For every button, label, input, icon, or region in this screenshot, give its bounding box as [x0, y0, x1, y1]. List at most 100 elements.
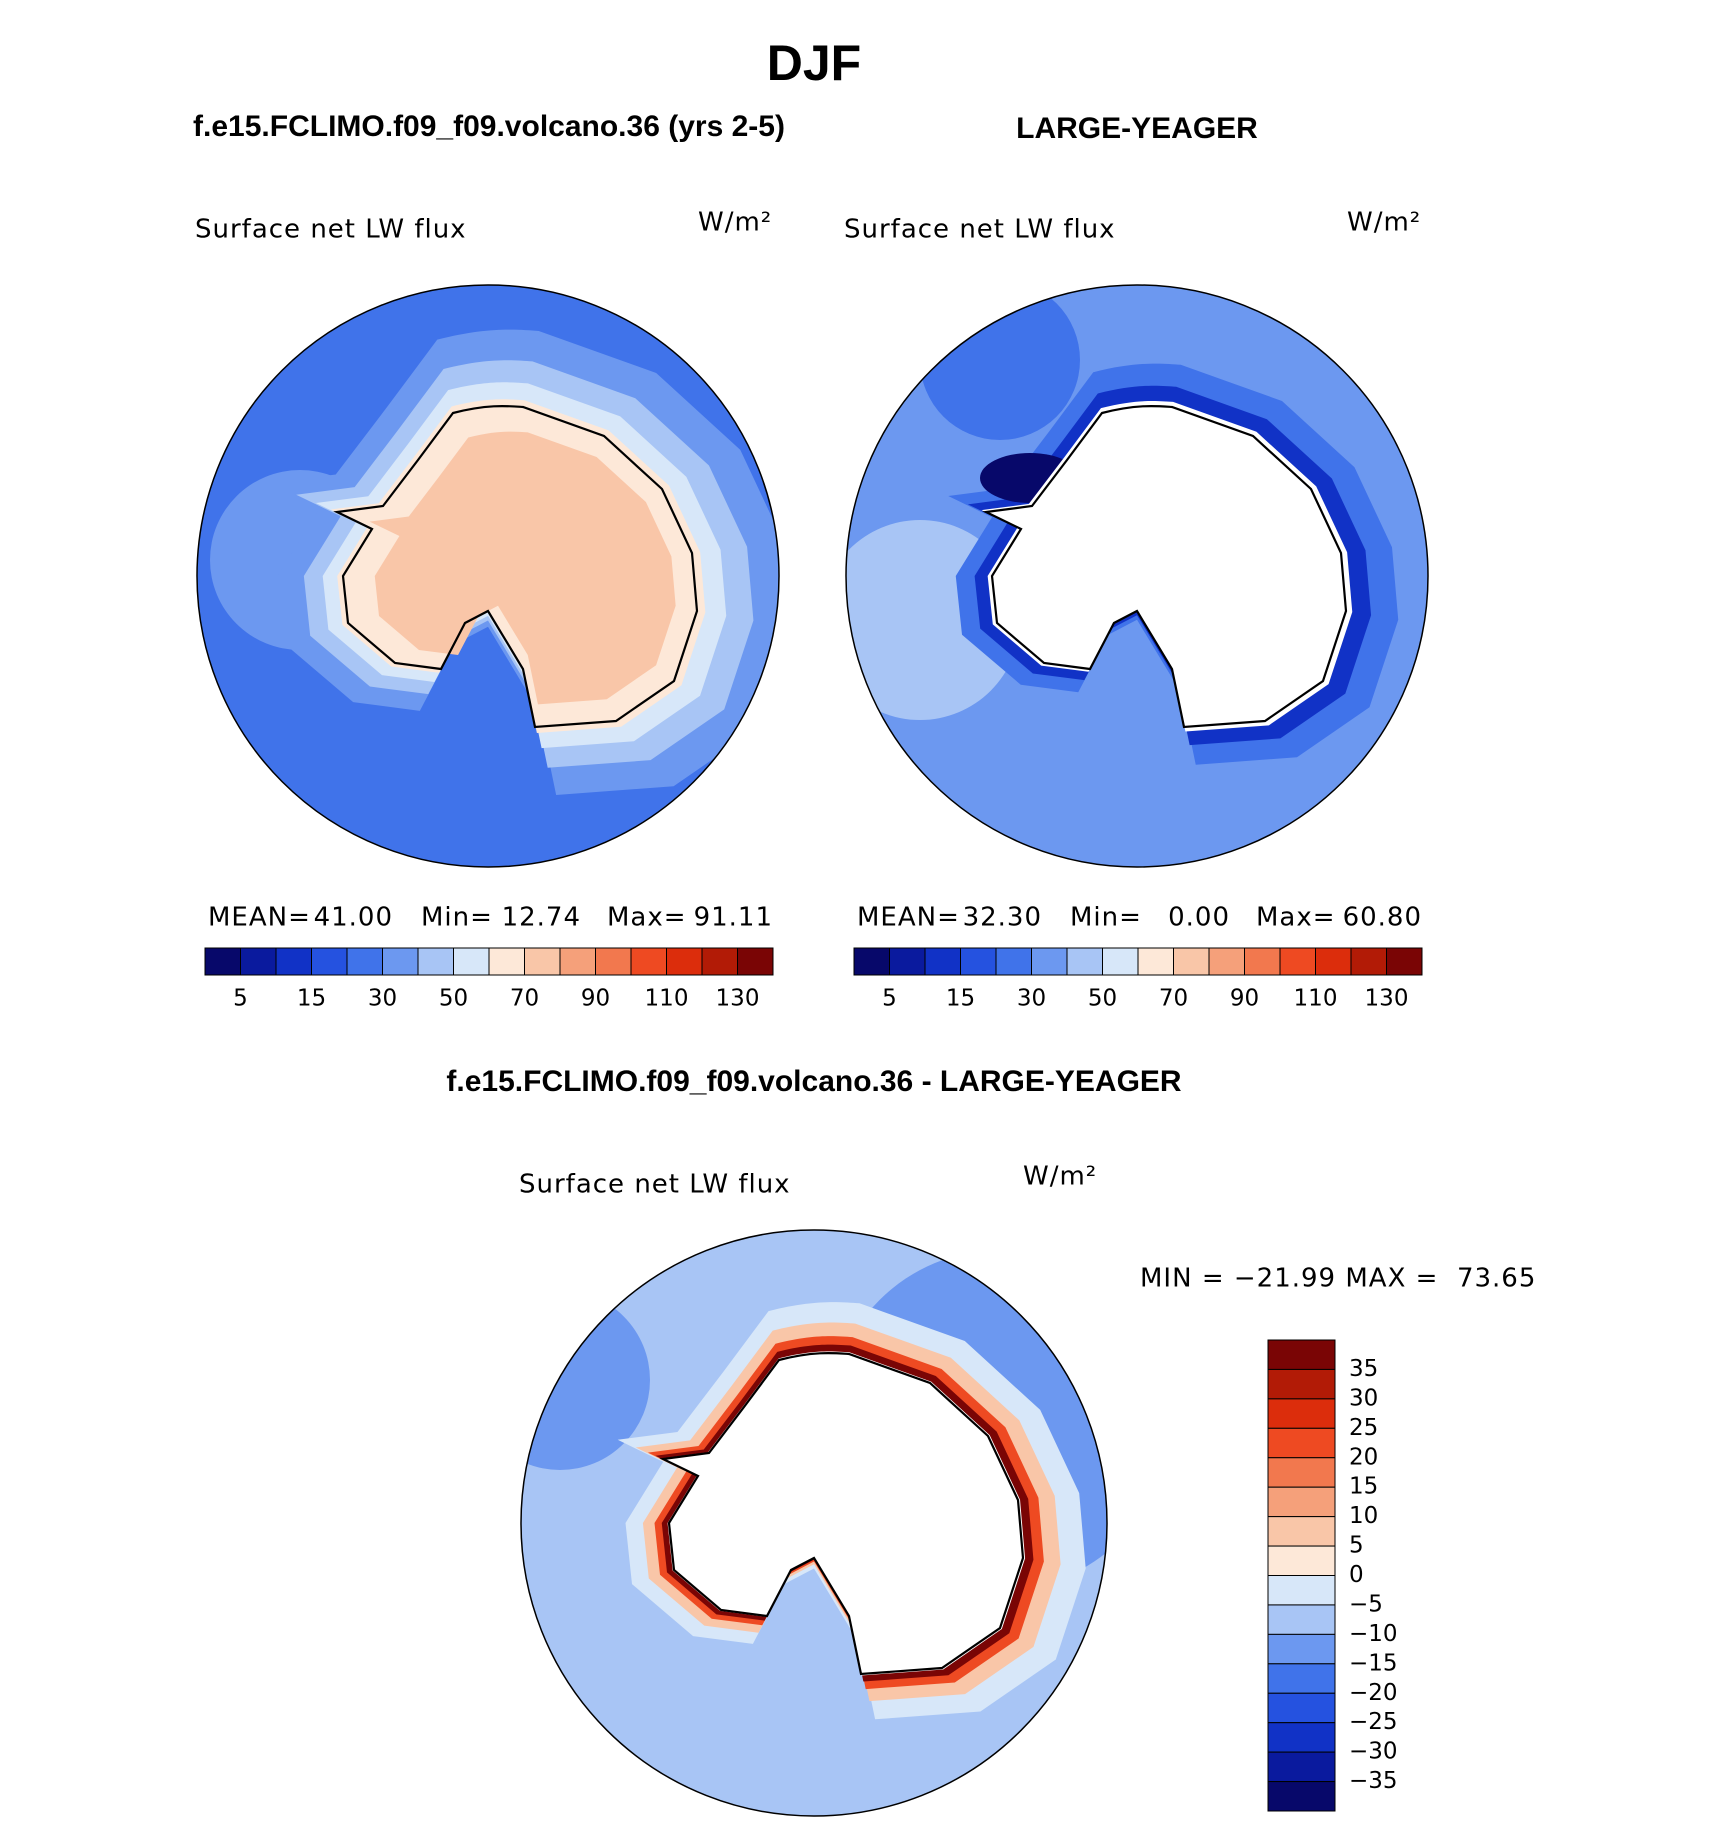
colorbar-box — [1267, 1516, 1336, 1547]
colorbar-box — [1279, 947, 1316, 976]
colorbar-box — [1267, 1545, 1336, 1576]
units-label: W/m² — [1023, 1162, 1097, 1192]
colorbar-box — [960, 947, 997, 976]
colorbar-label: −25 — [1349, 1709, 1398, 1735]
colorbar-box — [311, 947, 348, 976]
map-border — [520, 1229, 1108, 1817]
colorbar-label: 130 — [716, 986, 760, 1012]
colorbar-label: −15 — [1349, 1650, 1398, 1676]
stat-label: Max= — [607, 903, 687, 933]
colorbar-label: −35 — [1349, 1768, 1398, 1794]
map — [846, 285, 1428, 867]
colorbar-box — [666, 947, 703, 976]
colorbar-box — [995, 947, 1032, 976]
colorbar-label: 30 — [1349, 1385, 1378, 1411]
colorbar-label: 90 — [581, 986, 610, 1012]
colorbar-label: −20 — [1349, 1680, 1398, 1706]
colorbar-box — [1267, 1722, 1336, 1753]
map-border — [196, 284, 780, 868]
colorbar-label: −10 — [1349, 1621, 1398, 1647]
colorbar-label: 15 — [1349, 1474, 1378, 1500]
colorbar-label: 0 — [1349, 1562, 1364, 1588]
colorbar-box — [701, 947, 738, 976]
colorbar-box — [204, 947, 241, 976]
stat-value: 0.00 — [1168, 903, 1230, 933]
colorbar-box — [1267, 1368, 1336, 1400]
colorbar-box — [737, 947, 774, 976]
colorbar-box — [1267, 1339, 1336, 1370]
colorbar-box — [346, 947, 383, 976]
colorbar-box — [240, 947, 277, 976]
stat-value: 91.11 — [694, 903, 773, 933]
colorbar-box — [889, 947, 926, 976]
colorbar-box — [524, 947, 561, 976]
map — [521, 1230, 1107, 1816]
panel-title: f.e15.FCLIMO.f09_f09.volcano.36 - LARGE-… — [446, 1065, 1182, 1098]
stat-label: MEAN= — [208, 903, 311, 933]
stat-label: Max= — [1256, 903, 1336, 933]
colorbar-box — [1267, 1575, 1336, 1606]
colorbar-label: 90 — [1230, 986, 1259, 1012]
colorbar-label: −30 — [1349, 1739, 1398, 1765]
stat-value: 12.74 — [502, 903, 581, 933]
colorbar-box — [1031, 947, 1068, 976]
variable-label: Surface net LW flux — [519, 1170, 791, 1200]
stat-label: Min= — [1070, 903, 1142, 933]
colorbar-box — [1386, 947, 1423, 976]
colorbar-label: 5 — [233, 986, 248, 1012]
colorbar-box — [1102, 947, 1139, 976]
colorbar-box — [1267, 1604, 1336, 1635]
stat-value: 32.30 — [963, 903, 1042, 933]
stat-value: 41.00 — [314, 903, 393, 933]
colorbar-label: 110 — [1294, 986, 1338, 1012]
colorbar-box — [488, 947, 525, 976]
colorbar-box — [275, 947, 312, 976]
colorbar-label: 130 — [1365, 986, 1409, 1012]
field-patch — [920, 285, 1080, 440]
stat-value: 60.80 — [1343, 903, 1422, 933]
colorbar-label: 110 — [645, 986, 689, 1012]
colorbar-box — [1350, 947, 1387, 976]
colorbar-label: 70 — [1159, 986, 1188, 1012]
colorbar-box — [1267, 1751, 1336, 1783]
colorbar-label: 15 — [297, 986, 326, 1012]
colorbar-box — [1244, 947, 1281, 976]
colorbar-box — [1173, 947, 1210, 976]
variable-label: Surface net LW flux — [844, 215, 1116, 245]
colorbar-box — [1267, 1633, 1336, 1665]
colorbar-box — [1267, 1398, 1336, 1429]
colorbar-box — [1137, 947, 1174, 976]
colorbar-box — [559, 947, 596, 976]
colorbar-box — [630, 947, 667, 976]
colorbar-label: 30 — [1017, 986, 1046, 1012]
map — [197, 285, 779, 867]
colorbar-box — [924, 947, 961, 976]
colorbar-box — [382, 947, 419, 976]
colorbar-label: 70 — [510, 986, 539, 1012]
field-patch — [521, 1290, 650, 1470]
colorbar-label: 35 — [1349, 1356, 1378, 1382]
colorbar-box — [417, 947, 454, 976]
colorbar-label: 25 — [1349, 1415, 1378, 1441]
units-label: W/m² — [1347, 208, 1421, 238]
panel-title: f.e15.FCLIMO.f09_f09.volcano.36 (yrs 2-5… — [193, 110, 785, 143]
colorbar-label: 5 — [882, 986, 897, 1012]
min-max-label: MIN = −21.99 MAX = 73.65 — [1140, 1264, 1536, 1294]
colorbar-label: 5 — [1349, 1533, 1364, 1559]
colorbar-label: 20 — [1349, 1444, 1378, 1470]
colorbar-box — [1267, 1457, 1336, 1488]
figure-title: DJF — [767, 35, 861, 91]
map-border — [845, 284, 1429, 868]
colorbar-label: 30 — [368, 986, 397, 1012]
colorbar-label: 50 — [1088, 986, 1117, 1012]
colorbar-box — [1267, 1663, 1336, 1694]
colorbar-box — [853, 947, 890, 976]
units-label: W/m² — [698, 208, 772, 238]
colorbar-box — [1208, 947, 1245, 976]
colorbar-box — [1267, 1692, 1336, 1724]
colorbar-label: 15 — [946, 986, 975, 1012]
colorbar-box — [595, 947, 632, 976]
colorbar-box — [1066, 947, 1103, 976]
colorbar-box — [453, 947, 490, 976]
